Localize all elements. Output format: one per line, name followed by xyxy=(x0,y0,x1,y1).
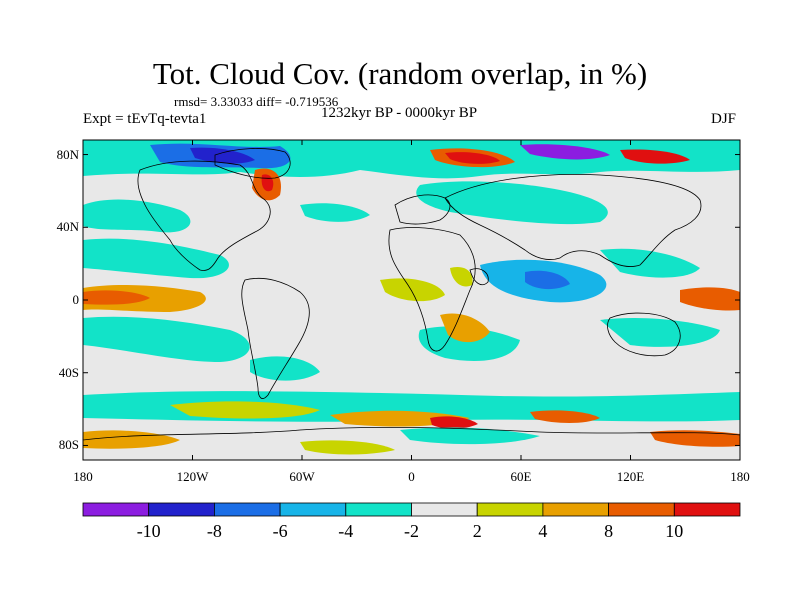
lat-tick-label: 80S xyxy=(58,437,79,453)
north-pacific-negative xyxy=(83,199,191,233)
lat-tick-label: 80N xyxy=(56,146,79,162)
antarctic-positive-center xyxy=(300,440,395,455)
lon-tick-label: 60E xyxy=(510,469,532,484)
colorbar xyxy=(82,502,741,517)
north-atlantic-negative xyxy=(300,203,370,222)
north-america-coast xyxy=(137,160,271,271)
tropical-pacific-negative-north xyxy=(83,238,229,279)
lat-tick-label: 40S xyxy=(58,364,79,380)
greenland-coast xyxy=(214,148,291,179)
equatorial-pacific-strong-positive xyxy=(83,290,150,305)
colorbar-segment xyxy=(279,502,347,517)
map-plot-area xyxy=(82,139,741,461)
colorbar-label: -8 xyxy=(206,521,222,541)
southern-ocean-strong-positive xyxy=(430,416,478,429)
stats-line: rmsd= 3.33033 diff= -0.719536 xyxy=(174,94,339,109)
coastlines xyxy=(83,148,740,441)
colorbar-segment xyxy=(673,502,741,517)
colorbar-segment xyxy=(345,502,412,517)
south-america-coast xyxy=(241,277,310,399)
west-pacific-negative xyxy=(600,248,700,278)
madagascar-coast xyxy=(469,268,489,286)
axis-ticks xyxy=(82,140,741,460)
colorbar-label: 8 xyxy=(604,521,614,541)
colorbar-label: 10 xyxy=(665,521,684,541)
lon-tick-label: 120W xyxy=(176,469,209,484)
lon-tick-label: 180 xyxy=(73,469,93,484)
period-label: 1232kyr BP - 0000kyr BP xyxy=(321,105,478,121)
colorbar-label: -2 xyxy=(404,521,419,541)
colorbar-segment xyxy=(608,502,675,517)
tropical-pacific-negative-south xyxy=(83,316,250,362)
australia-negative xyxy=(600,318,720,347)
southern-africa-positive xyxy=(440,313,490,343)
colorbar-segment xyxy=(411,502,478,517)
asia-coast xyxy=(444,173,702,267)
season-label: DJF xyxy=(711,111,737,127)
colorbar-label: -4 xyxy=(338,521,354,541)
east-africa-positive xyxy=(450,266,473,287)
colorbar-label: 2 xyxy=(472,521,482,541)
barents-strong-positive xyxy=(445,152,500,164)
europe-coast xyxy=(394,194,451,225)
east-siberia-positive xyxy=(620,149,690,164)
colorbar-segment xyxy=(82,502,150,517)
figure-title: Tot. Cloud Cov. (random overlap, in %) xyxy=(152,56,648,91)
lat-tick-label: 40N xyxy=(56,219,79,235)
west-pacific-positive xyxy=(680,287,740,311)
gulf-guinea-positive xyxy=(380,278,445,302)
lon-tick-label: 0 xyxy=(408,469,415,484)
antarctic-base xyxy=(83,427,740,460)
lon-tick-label: 60W xyxy=(289,469,315,484)
south-atlantic-negative xyxy=(250,356,320,381)
anomaly-fields xyxy=(83,140,740,460)
southern-ocean-positive-west xyxy=(170,401,320,419)
colorbar-label: 4 xyxy=(538,521,548,541)
siberia-strong-negative xyxy=(520,144,610,160)
australia-coast xyxy=(607,312,681,357)
africa-coast xyxy=(388,227,476,352)
colorbar-segment xyxy=(476,502,544,517)
lat-tick-label: 0 xyxy=(72,292,80,307)
antarctic-positive-east xyxy=(650,430,740,447)
antarctic-negative-center xyxy=(400,427,540,445)
southern-ocean-positive-east xyxy=(530,410,600,423)
colorbar-segment xyxy=(213,502,281,517)
lon-tick-label: 120E xyxy=(616,469,645,484)
greenland-strong-negative xyxy=(190,147,255,164)
indian-ocean-strong-negative xyxy=(525,270,570,290)
eurasia-negative xyxy=(416,181,608,225)
colorbar-label: -10 xyxy=(136,521,161,541)
experiment-label: Expt = tEvTq-tevta1 xyxy=(83,111,207,127)
antarctica-coast xyxy=(83,426,740,441)
colorbar-segment xyxy=(542,502,610,517)
colorbar-label: -6 xyxy=(272,521,288,541)
colorbar-segment xyxy=(148,502,215,517)
south-indian-negative xyxy=(418,326,520,361)
lon-tick-label: 180 xyxy=(730,469,750,484)
